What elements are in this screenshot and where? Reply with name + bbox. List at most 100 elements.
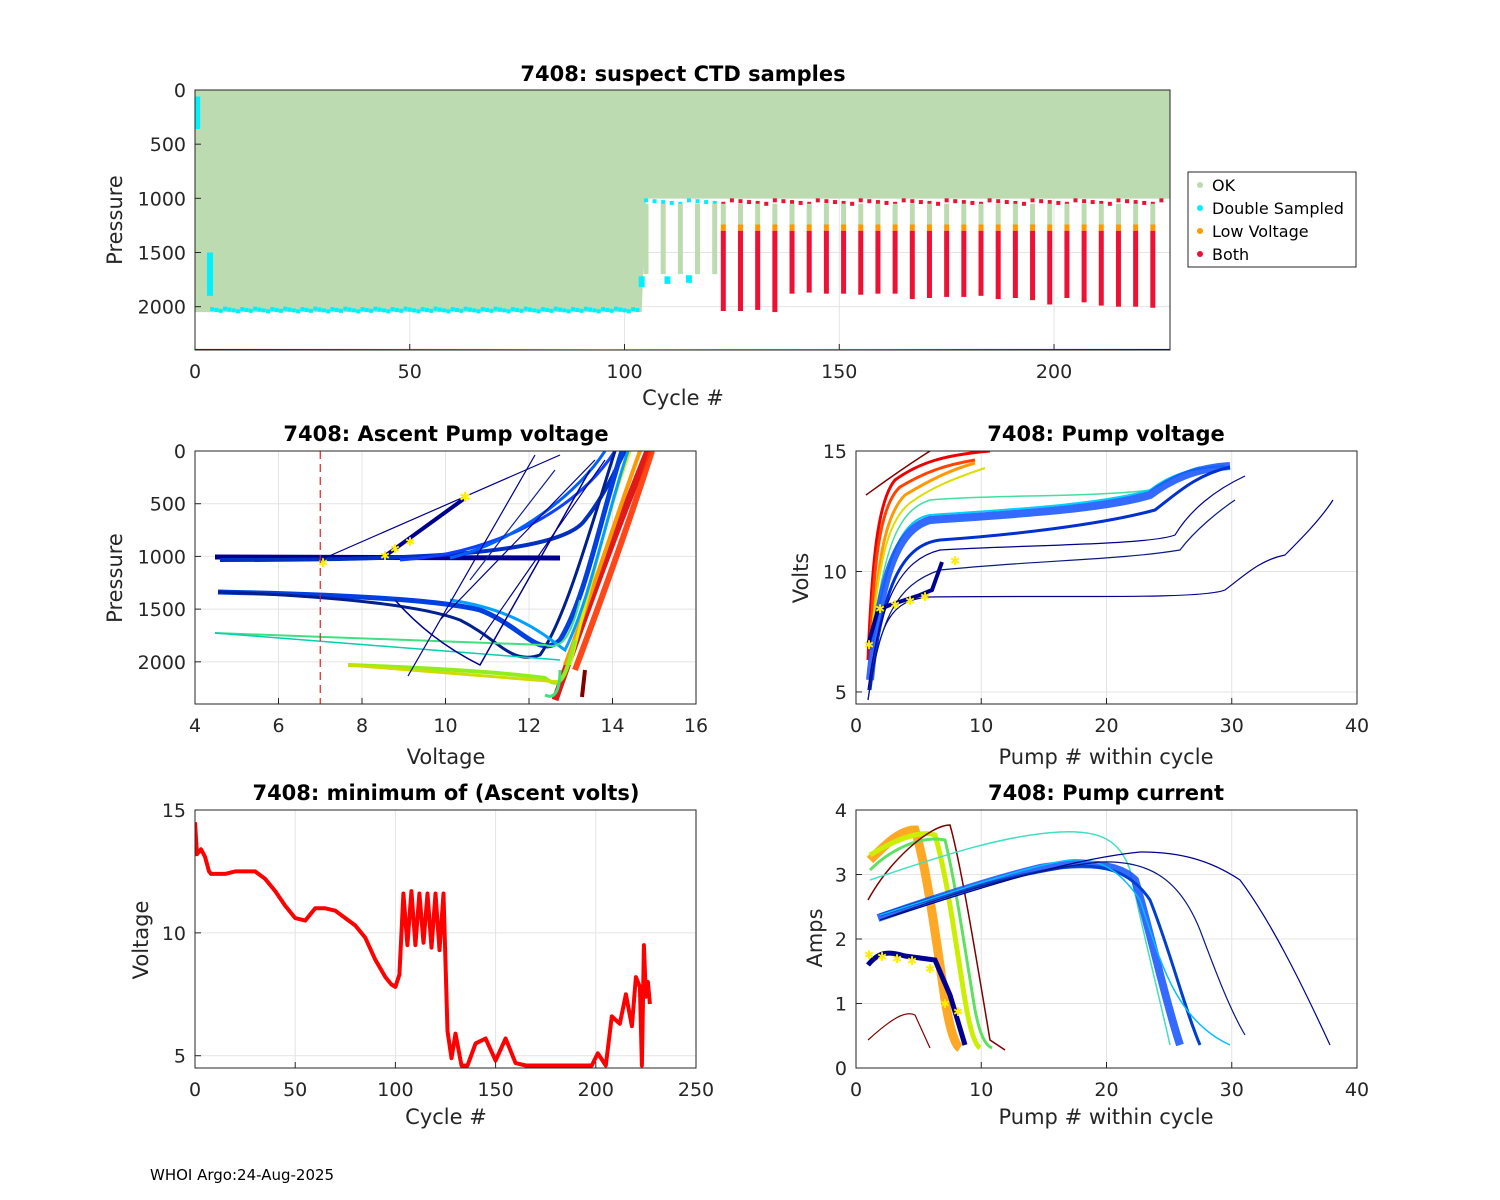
pc-navy-long-2: [879, 861, 1246, 1036]
double-sampled-point: [463, 306, 468, 311]
low-voltage-bar: [1012, 224, 1018, 231]
y-tick-label: 500: [150, 134, 186, 156]
double-sampled-point: [313, 306, 318, 311]
both-bar: [823, 230, 829, 294]
y-tick-label: 10: [162, 923, 186, 945]
ascent-voltage-panel: ✱ ✱ ✱ ✱ ✱ 4 6 8 10 12 14 16 0 500 1000 1500 2000 74…: [103, 422, 708, 769]
double-sampled-point: [472, 308, 477, 313]
ok-bar: [944, 203, 950, 225]
double-sampled-point: [261, 308, 266, 313]
double-sampled-point: [485, 307, 490, 312]
shallow-profile-point: [1056, 200, 1061, 205]
x-tick-label: 6: [272, 715, 284, 737]
double-sampled-point: [308, 308, 313, 313]
both-bar: [1115, 230, 1121, 307]
both-bar: [1098, 230, 1104, 306]
ascent-deep-tail: [544, 669, 562, 698]
ok-bar: [737, 203, 743, 225]
ok-bar: [677, 203, 683, 275]
low-voltage-bar: [841, 224, 847, 231]
double-sampled-point: [364, 307, 369, 312]
double-sampled-point: [386, 309, 391, 314]
ascent-line-1700-b: [214, 632, 561, 661]
double-sampled-point: [519, 308, 524, 313]
double-sampled-point: [270, 307, 275, 312]
low-voltage-bar: [909, 224, 915, 231]
double-sampled-point: [528, 307, 533, 312]
both-bar: [720, 230, 726, 311]
ascent-line-2000: [347, 639, 577, 685]
shallow-profile-point: [841, 200, 846, 205]
ok-bar: [841, 203, 847, 225]
ok-bar: [909, 203, 915, 225]
shallow-profile-point: [652, 199, 657, 204]
pc-star-5: ✱: [925, 962, 935, 976]
pc-cyan-2: [879, 859, 1231, 1046]
ok-bar: [1081, 203, 1087, 225]
both-bar: [926, 230, 932, 298]
ok-bar: [926, 203, 932, 225]
double-sampled-point: [626, 309, 631, 314]
pc-star-2: ✱: [877, 950, 887, 964]
double-sampled-point: [609, 308, 614, 313]
shallow-profile-point: [858, 198, 863, 203]
double-sampled-point: [416, 309, 421, 314]
legend-double-marker: [1197, 205, 1203, 211]
pump-voltage-ticks: 0 10 20 30 40 5 10 15: [823, 441, 1369, 737]
ok-bar: [772, 203, 778, 225]
y-tick-label: 1500: [138, 599, 186, 621]
y-tick-label: 1000: [138, 188, 186, 210]
double-sampled-segment: [638, 276, 645, 288]
double-sampled-point: [278, 308, 283, 313]
pump-current-ticks: 0 10 20 30 40 0 1 2 3 4: [835, 800, 1369, 1101]
double-sampled-point: [373, 306, 378, 311]
double-sampled-point: [562, 308, 567, 313]
both-bar: [944, 230, 950, 297]
shallow-profile-point: [884, 200, 889, 205]
y-tick-label: 1000: [138, 546, 186, 568]
pv-blue-band-2: [868, 465, 1231, 691]
pc-darkred-2: [867, 1013, 931, 1049]
low-voltage-bar: [1098, 224, 1104, 231]
double-sampled-point: [214, 307, 219, 312]
double-sampled-point: [506, 309, 511, 314]
shallow-profile-point: [867, 199, 872, 204]
shallow-profile-point: [944, 198, 949, 203]
pump-current-panel: ✱ ✱ ✱ ✱ ✱ ✱ ✱ 0 10 20 30 40 0 1 2 3 4 7408: Pump …: [803, 781, 1369, 1129]
pv-blue-band: [866, 462, 1231, 681]
both-bar: [1064, 230, 1070, 298]
both-bar: [961, 230, 967, 297]
ok-bar: [755, 203, 761, 225]
legend-ok-marker: [1197, 182, 1203, 188]
shallow-profile-point: [961, 200, 966, 205]
both-bar: [841, 230, 847, 294]
double-sampled-point: [257, 307, 262, 312]
double-sampled-point: [467, 307, 472, 312]
double-sampled-point: [369, 308, 374, 313]
shallow-profile-point: [987, 198, 992, 203]
ascent-curve-orange: [563, 451, 642, 666]
ok-bar: [643, 203, 649, 275]
both-bar: [978, 230, 984, 296]
double-sampled-point: [287, 307, 292, 312]
ascent-line-1330: [217, 451, 625, 649]
pv-navy-stars: [866, 561, 944, 646]
pump-voltage-title: 7408: Pump voltage: [987, 422, 1225, 446]
ok-bar: [1030, 203, 1036, 225]
double-sampled-point: [394, 307, 399, 312]
double-sampled-segment: [664, 276, 671, 284]
low-voltage-bar: [892, 224, 898, 231]
ascent-fan-dark-6: [469, 469, 556, 581]
pv-star-5: ✱: [920, 590, 930, 604]
both-bar: [772, 230, 778, 313]
ok-bar: [1012, 203, 1018, 225]
low-voltage-bar: [961, 224, 967, 231]
double-sampled-point: [274, 307, 279, 312]
x-tick-label: 12: [517, 715, 541, 737]
shallow-profile-point: [729, 198, 734, 203]
x-tick-label: 0: [189, 361, 201, 383]
double-sampled-point: [497, 307, 502, 312]
double-sampled-point: [381, 308, 386, 313]
both-bar: [1133, 230, 1139, 307]
ascent-y-label: Pressure: [103, 533, 127, 623]
